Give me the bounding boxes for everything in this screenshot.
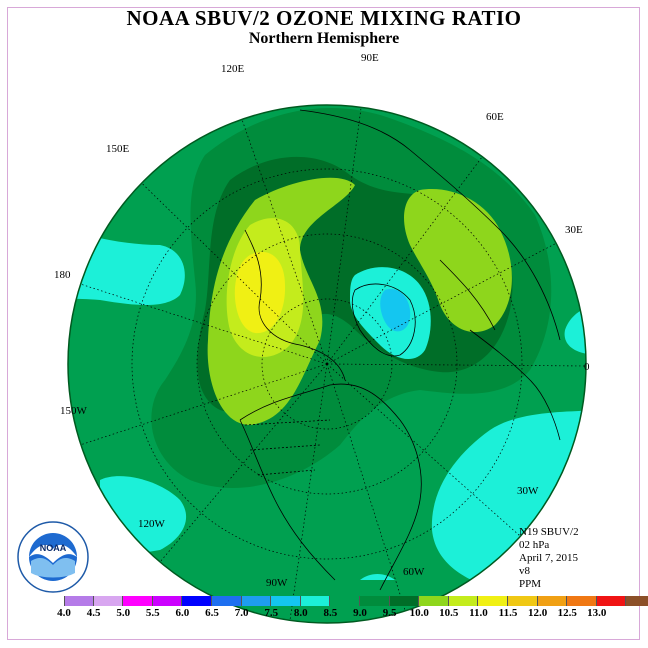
info-date: April 7, 2015 [519,552,578,564]
colorbar-tick-label: 5.0 [116,607,131,619]
info-version: v8 [519,565,530,577]
colorbar-tick-label: 9.0 [353,607,367,619]
map-subtitle: Northern Hemisphere [248,30,400,47]
colorbar-tick-label: 10.0 [409,607,429,619]
info-block: N19 SBUV/2 02 hPa April 7, 2015 v8 PPM [519,526,579,591]
colorbar-tick-label: 11.0 [469,607,488,619]
coast-alaska [244,229,346,381]
coast-north-america [239,383,422,591]
ozone-field [68,105,586,623]
label-90w: 90W [266,577,288,589]
colorbar-tick-label: 12.5 [557,607,577,619]
meridian-60e [326,120,510,365]
colorbar-swatch [123,596,153,606]
colorbar-swatch [330,596,360,606]
colorbar-swatch [567,596,597,606]
colorbar-swatch [93,596,124,606]
noaa-logo: NOAA [17,521,89,593]
colorbar-swatch [64,596,94,606]
coast-europe [469,329,561,441]
info-satellite: N19 SBUV/2 [519,526,579,538]
colorbar-swatch [507,596,538,606]
colorbar-tick-label: 10.5 [439,607,459,619]
colorbar-tick-label: 13.0 [587,607,607,619]
colorbar-tick-label: 8.0 [293,607,308,619]
label-60w: 60W [403,566,425,578]
coast-greenland [351,283,416,357]
colorbar-tick-label: 11.5 [498,607,518,619]
label-30e: 30E [565,224,583,236]
meridian-120e [229,105,328,365]
lat-circle-50 [196,233,458,495]
map-title: NOAA SBUV/2 OZONE MIXING RATIO [126,6,522,30]
colorbar-tick-label: 6.5 [205,607,219,619]
colorbar-swatch [300,596,331,606]
colorbar-tick-label: 7.0 [234,607,249,619]
colorbar-swatch [241,596,272,606]
colorbar-swatch [626,596,648,606]
colorbar-swatch [419,596,449,606]
coast-eurasia [299,109,561,341]
colorbar-swatch [359,596,390,606]
meridian-30e [326,237,567,365]
label-90e: 90E [361,52,379,64]
colorbar-tick-label: 8.5 [323,607,338,619]
colorbar-swatch [537,596,568,606]
meridian-180 [68,279,328,365]
logo-water [31,558,75,578]
map-boundary [67,104,587,624]
field-7.5-center [380,289,411,332]
colorbar-swatch [448,596,479,606]
meridian-150e [117,159,328,365]
info-units: PPM [519,578,542,590]
info-level: 02 hPa [519,539,550,551]
coastlines [239,109,561,591]
meridian-60w [326,363,406,611]
colorbar-swatch [596,596,627,606]
label-0: 0 [584,361,590,373]
colorbar [64,596,648,606]
colorbar-tick-label: 4.0 [57,607,71,619]
figure-frame [7,7,640,640]
us-borders [244,419,331,476]
meridian-90e [326,105,368,365]
label-150e: 150E [106,143,130,155]
logo-text: NOAA [40,543,67,553]
field-10.5-left [234,251,286,334]
colorbar-ticks: 4.0 4.5 5.0 5.5 6.0 6.5 7.0 7.5 8.0 8.5 9.0 9.5 10.0… [0,607,648,621]
colorbar-tick-label: 5.5 [145,607,160,619]
colorbar-tick-label: 9.5 [382,607,397,619]
colorbar-swatch [478,596,508,606]
label-120e: 120E [221,63,245,75]
meridian-30w [326,363,521,537]
colorbar-tick-label: 6.0 [175,607,190,619]
label-30w: 30W [517,485,539,497]
lat-circle-30 [131,168,523,560]
colorbar-tick-label: 4.5 [86,607,101,619]
colorbar-tick-label: 7.5 [264,607,279,619]
colorbar-swatch [182,596,212,606]
label-180: 180 [54,269,71,281]
colorbar-swatch [271,596,301,606]
field-8.0-right-edge [564,305,586,355]
label-150w: 150W [60,405,88,417]
label-120w: 120W [138,518,166,530]
colorbar-tick-label: 12.0 [527,607,548,619]
colorbar-swatch [389,596,420,606]
label-60e: 60E [486,111,504,123]
colorbar-swatch [152,596,183,606]
logo-bird [29,544,77,563]
meridian-150w [79,363,328,446]
lat-circle-70 [261,298,393,430]
field-9.5-right [404,189,512,333]
meridian-90w [289,363,328,621]
colorbar-swatch [211,596,242,606]
graticule [68,105,586,621]
